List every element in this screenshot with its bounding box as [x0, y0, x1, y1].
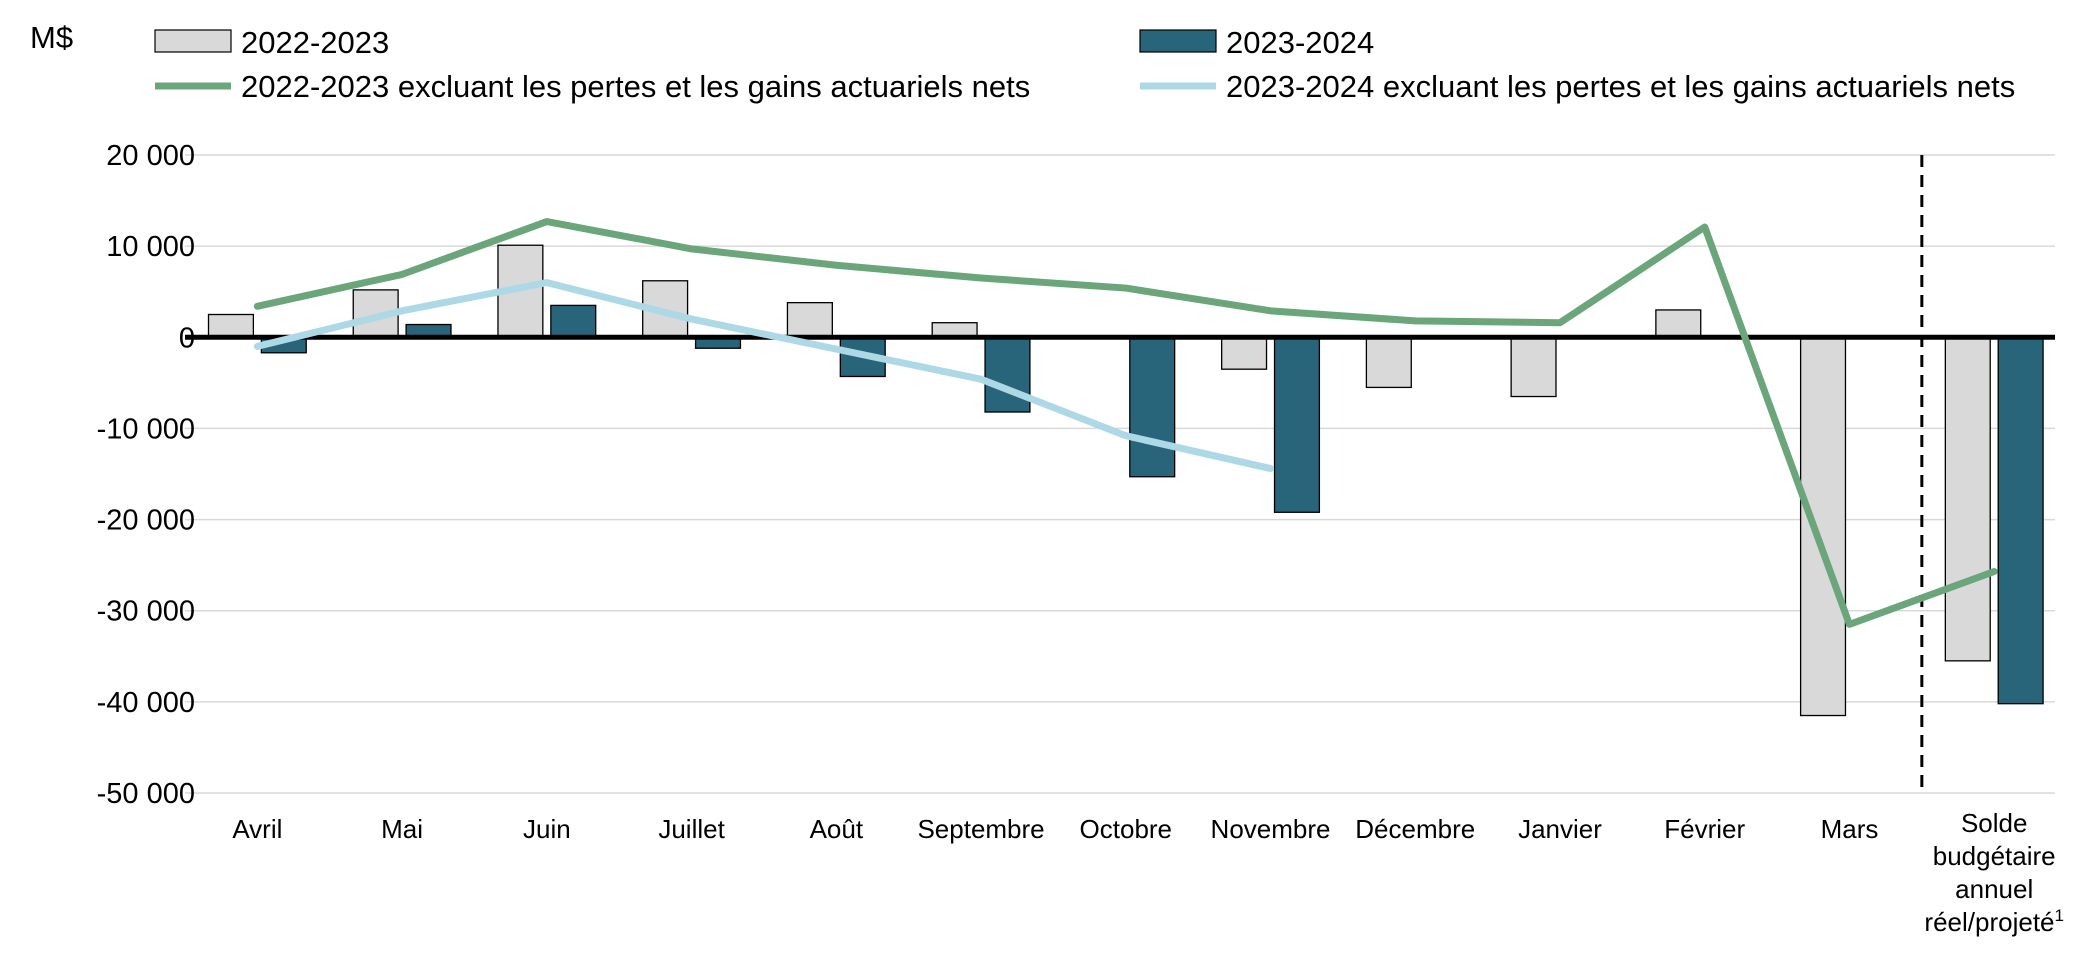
bar-2022-2023 — [207, 313, 255, 338]
x-tick-label-annual: budgétaire — [1933, 841, 2056, 871]
bar-2022-2023 — [1221, 336, 1268, 370]
x-tick-label: Avril — [232, 814, 282, 844]
x-axis: Avril Mai Juin Juillet Août Septembre Octobre N… — [232, 808, 2064, 937]
y-tick-label: -20 000 — [97, 505, 195, 537]
x-tick-label: Février — [1664, 814, 1745, 844]
bar-2022-2023 — [1655, 309, 1702, 338]
bar-2023-2024 — [550, 304, 597, 338]
bar-2023-2024 — [1997, 336, 2044, 705]
y-tick-label: -40 000 — [97, 687, 195, 719]
x-tick-label: Septembre — [917, 814, 1044, 844]
legend-swatch-2023-2024 — [1139, 29, 1217, 53]
x-tick-label: Août — [810, 814, 864, 844]
unit-label: M$ — [30, 20, 73, 55]
x-tick-label: Mars — [1821, 814, 1879, 844]
line-series-2022-2023-excl — [253, 218, 1998, 628]
x-tick-label-annual: annuel — [1955, 874, 2033, 904]
y-tick-label: -10 000 — [97, 413, 195, 445]
x-tick-label: Novembre — [1211, 814, 1331, 844]
x-tick-label: Juillet — [658, 814, 725, 844]
y-tick-label: -30 000 — [97, 596, 195, 628]
x-tick-label-annual: réel/projeté1 — [1924, 906, 2064, 937]
legend-label-2022-2023: 2022-2023 — [241, 25, 389, 60]
bar-2023-2024 — [1273, 336, 1321, 513]
line-series-2023-2024-excl — [253, 279, 1275, 473]
x-tick-label-annual: Solde — [1961, 808, 2028, 838]
x-tick-label: Janvier — [1518, 814, 1602, 844]
bar-2022-2023 — [1944, 336, 1991, 662]
x-tick-label: Octobre — [1080, 814, 1173, 844]
lines — [253, 218, 1998, 628]
legend-label-2023-2024: 2023-2024 — [1226, 25, 1374, 60]
legend-swatch-2022-2023 — [154, 29, 232, 53]
y-tick-label: 10 000 — [106, 231, 195, 263]
x-tick-label: Mai — [381, 814, 423, 844]
footnote-marker: 1 — [2055, 906, 2064, 925]
y-tick-label: 20 000 — [106, 140, 195, 172]
bar-2022-2023 — [786, 302, 833, 338]
y-tick-label: -50 000 — [97, 778, 195, 810]
legend-label-2023-2024-excl: 2023-2024 excluant les pertes et les gai… — [1226, 69, 2015, 104]
bars — [207, 244, 2044, 717]
bar-2022-2023 — [1365, 336, 1412, 389]
x-tick-label: Décembre — [1355, 814, 1475, 844]
bar-2022-2023 — [1799, 336, 1847, 717]
legend: 2022-2023 2023-2024 2022-2023 excluant l… — [154, 25, 2015, 104]
bar-2023-2024 — [1129, 336, 1176, 478]
bar-2023-2024 — [984, 336, 1031, 413]
bar-2022-2023 — [1510, 336, 1557, 398]
legend-label-2022-2023-excl: 2022-2023 excluant les pertes et les gai… — [241, 69, 1030, 104]
x-tick-label: Juin — [523, 814, 571, 844]
